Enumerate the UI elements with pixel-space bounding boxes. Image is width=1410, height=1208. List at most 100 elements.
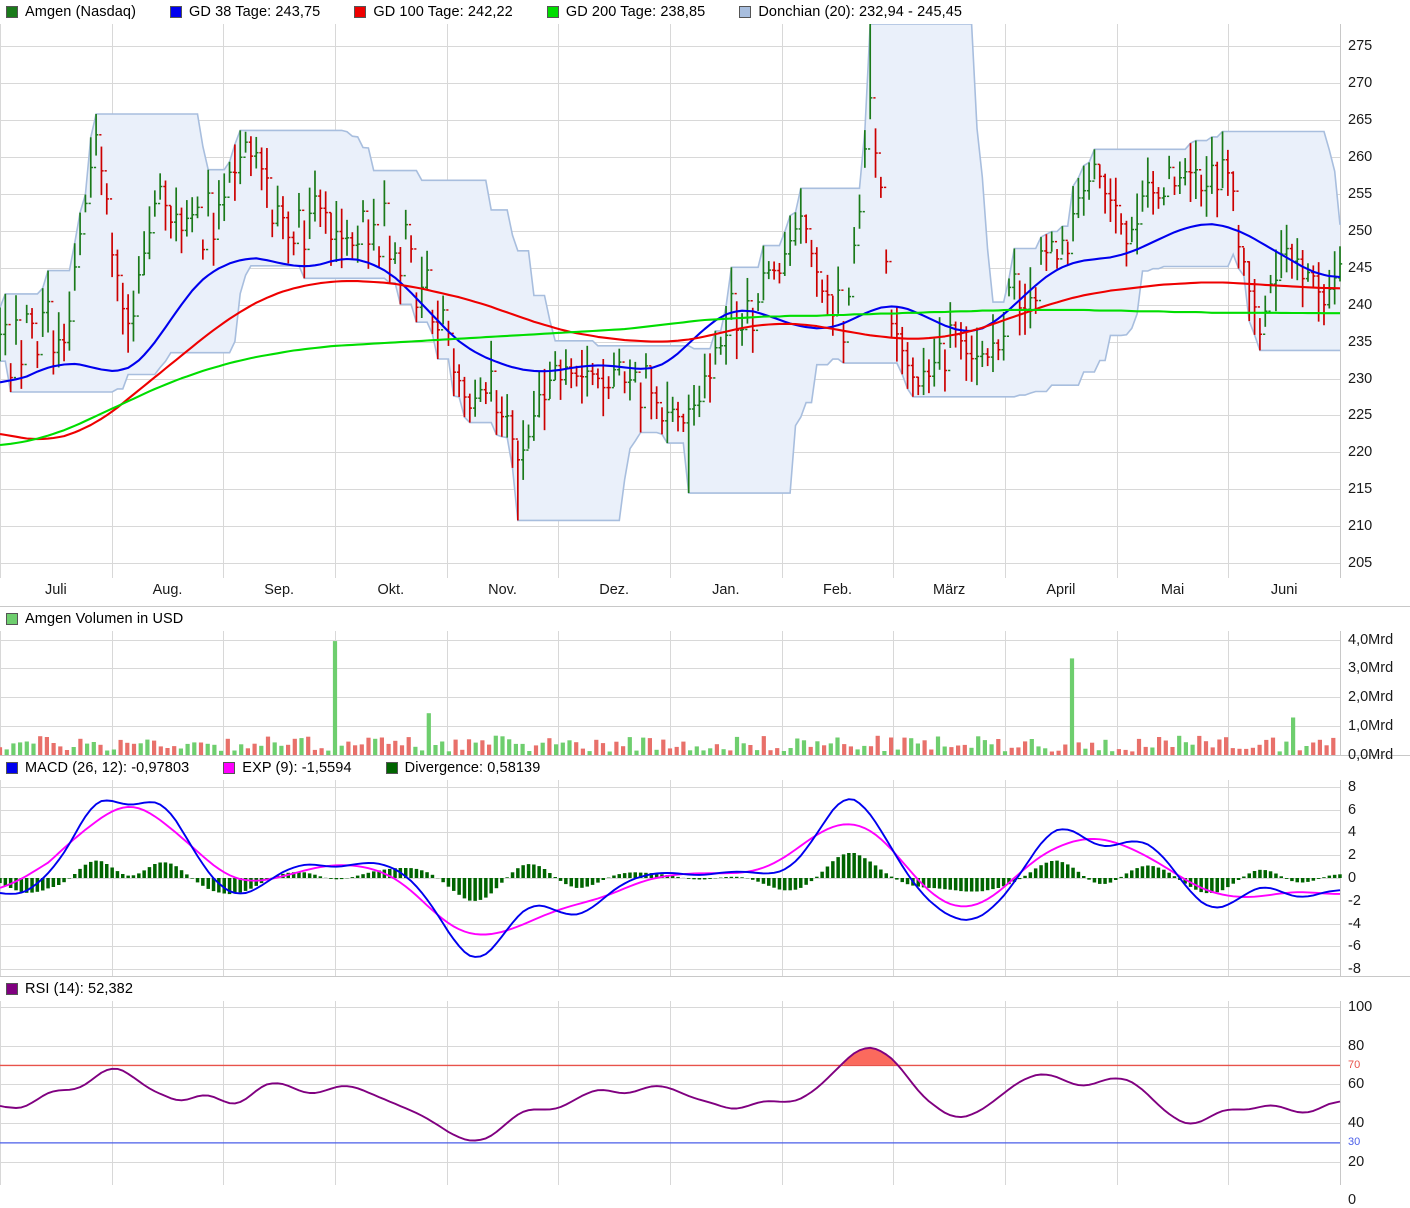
volume-bar bbox=[1258, 745, 1262, 755]
volume-bar bbox=[333, 641, 337, 755]
volume-bar bbox=[1077, 742, 1081, 755]
volume-bar bbox=[1117, 749, 1121, 755]
volume-bar bbox=[949, 747, 953, 755]
volume-bar bbox=[768, 750, 772, 755]
price-chart-svg bbox=[0, 24, 1410, 578]
volume-bar bbox=[172, 746, 176, 755]
volume-bar bbox=[1137, 739, 1141, 755]
volume-bar bbox=[923, 740, 927, 755]
volume-bar bbox=[1050, 752, 1054, 756]
volume-bar bbox=[507, 739, 511, 755]
volume-bar bbox=[842, 744, 846, 755]
volume-bar bbox=[588, 751, 592, 755]
volume-bar bbox=[943, 747, 947, 756]
volume-bar bbox=[186, 744, 190, 755]
volume-bar bbox=[889, 738, 893, 756]
volume-bar bbox=[366, 738, 370, 755]
volume-bar bbox=[266, 737, 270, 755]
rsi-legend: RSI (14): 52,382 bbox=[0, 977, 1410, 1001]
volume-bar bbox=[561, 743, 565, 755]
volume-bar bbox=[1043, 748, 1047, 755]
volume-bar bbox=[400, 745, 404, 755]
volume-bar bbox=[1318, 740, 1322, 755]
volume-bar bbox=[1150, 748, 1154, 756]
volume-bar bbox=[246, 748, 250, 755]
legend-label: GD 200 Tage: 238,85 bbox=[566, 4, 706, 20]
volume-bar bbox=[956, 746, 960, 756]
volume-bar bbox=[420, 750, 424, 755]
volume-bar bbox=[1036, 746, 1040, 755]
volume-bar bbox=[474, 743, 478, 755]
volume-bar bbox=[983, 740, 987, 755]
legend-item-amgen[interactable]: Amgen (Nasdaq) bbox=[6, 4, 136, 20]
month-label: Okt. bbox=[378, 582, 405, 598]
legend-item-donchian[interactable]: Donchian (20): 232,94 - 245,45 bbox=[739, 4, 962, 20]
volume-bar bbox=[534, 745, 538, 755]
volume-bar bbox=[1244, 749, 1248, 755]
volume-bar bbox=[232, 751, 236, 756]
volume-bar bbox=[387, 744, 391, 755]
volume-bar bbox=[346, 742, 350, 755]
volume-bar bbox=[454, 740, 458, 755]
volume-bar bbox=[360, 744, 364, 755]
legend-item-exp[interactable]: EXP (9): -1,5594 bbox=[223, 760, 351, 776]
volume-bar bbox=[1130, 751, 1134, 755]
volume-bar bbox=[1030, 739, 1034, 755]
legend-label: GD 38 Tage: 243,75 bbox=[189, 4, 320, 20]
price-panel: Amgen (Nasdaq) GD 38 Tage: 243,75 GD 100… bbox=[0, 0, 1410, 606]
legend-label: RSI (14): 52,382 bbox=[25, 981, 133, 997]
volume-bar bbox=[869, 746, 873, 755]
volume-bar bbox=[286, 745, 290, 755]
legend-label: GD 100 Tage: 242,22 bbox=[373, 4, 513, 20]
volume-bar bbox=[45, 737, 49, 755]
volume-bar bbox=[460, 750, 464, 755]
volume-bar bbox=[145, 740, 149, 755]
volume-bar bbox=[648, 738, 652, 755]
volume-bar bbox=[152, 741, 156, 755]
volume-bar bbox=[1298, 750, 1302, 755]
volume-bar bbox=[105, 751, 109, 756]
volume-bar bbox=[1278, 751, 1282, 755]
volume-bar bbox=[31, 744, 35, 755]
volume-bar bbox=[192, 742, 196, 755]
volume-bar bbox=[896, 750, 900, 755]
volume-bar bbox=[809, 747, 813, 755]
volume-bar bbox=[226, 739, 230, 755]
rsi-color-swatch bbox=[6, 983, 18, 995]
legend-label: EXP (9): -1,5594 bbox=[242, 760, 351, 776]
legend-item-gd38[interactable]: GD 38 Tage: 243,75 bbox=[170, 4, 320, 20]
volume-bar bbox=[614, 742, 618, 755]
legend-item-divergence[interactable]: Divergence: 0,58139 bbox=[386, 760, 541, 776]
volume-bar bbox=[547, 738, 551, 755]
legend-label: MACD (26, 12): -0,97803 bbox=[25, 760, 189, 776]
volume-bar bbox=[5, 749, 9, 755]
volume-bar bbox=[380, 738, 384, 756]
legend-item-rsi[interactable]: RSI (14): 52,382 bbox=[6, 981, 133, 997]
volume-bar bbox=[98, 745, 102, 755]
gd200-color-swatch bbox=[547, 6, 559, 18]
volume-bar bbox=[433, 745, 437, 755]
legend-item-gd200[interactable]: GD 200 Tage: 238,85 bbox=[547, 4, 706, 20]
divergence-color-swatch bbox=[386, 762, 398, 774]
volume-bar bbox=[521, 744, 525, 755]
volume-bar bbox=[1057, 751, 1061, 755]
volume-bar bbox=[936, 737, 940, 756]
volume-bar bbox=[856, 749, 860, 755]
legend-item-volume[interactable]: Amgen Volumen in USD bbox=[6, 611, 183, 627]
legend-item-gd100[interactable]: GD 100 Tage: 242,22 bbox=[354, 4, 513, 20]
volume-bar bbox=[963, 745, 967, 755]
volume-chart-svg bbox=[0, 631, 1410, 755]
volume-bar bbox=[541, 743, 545, 755]
volume-bar bbox=[701, 750, 705, 755]
volume-bar bbox=[353, 745, 357, 755]
volume-bar bbox=[165, 748, 169, 755]
legend-item-macd[interactable]: MACD (26, 12): -0,97803 bbox=[6, 760, 189, 776]
volume-bar bbox=[782, 751, 786, 755]
volume-bar bbox=[299, 738, 303, 755]
